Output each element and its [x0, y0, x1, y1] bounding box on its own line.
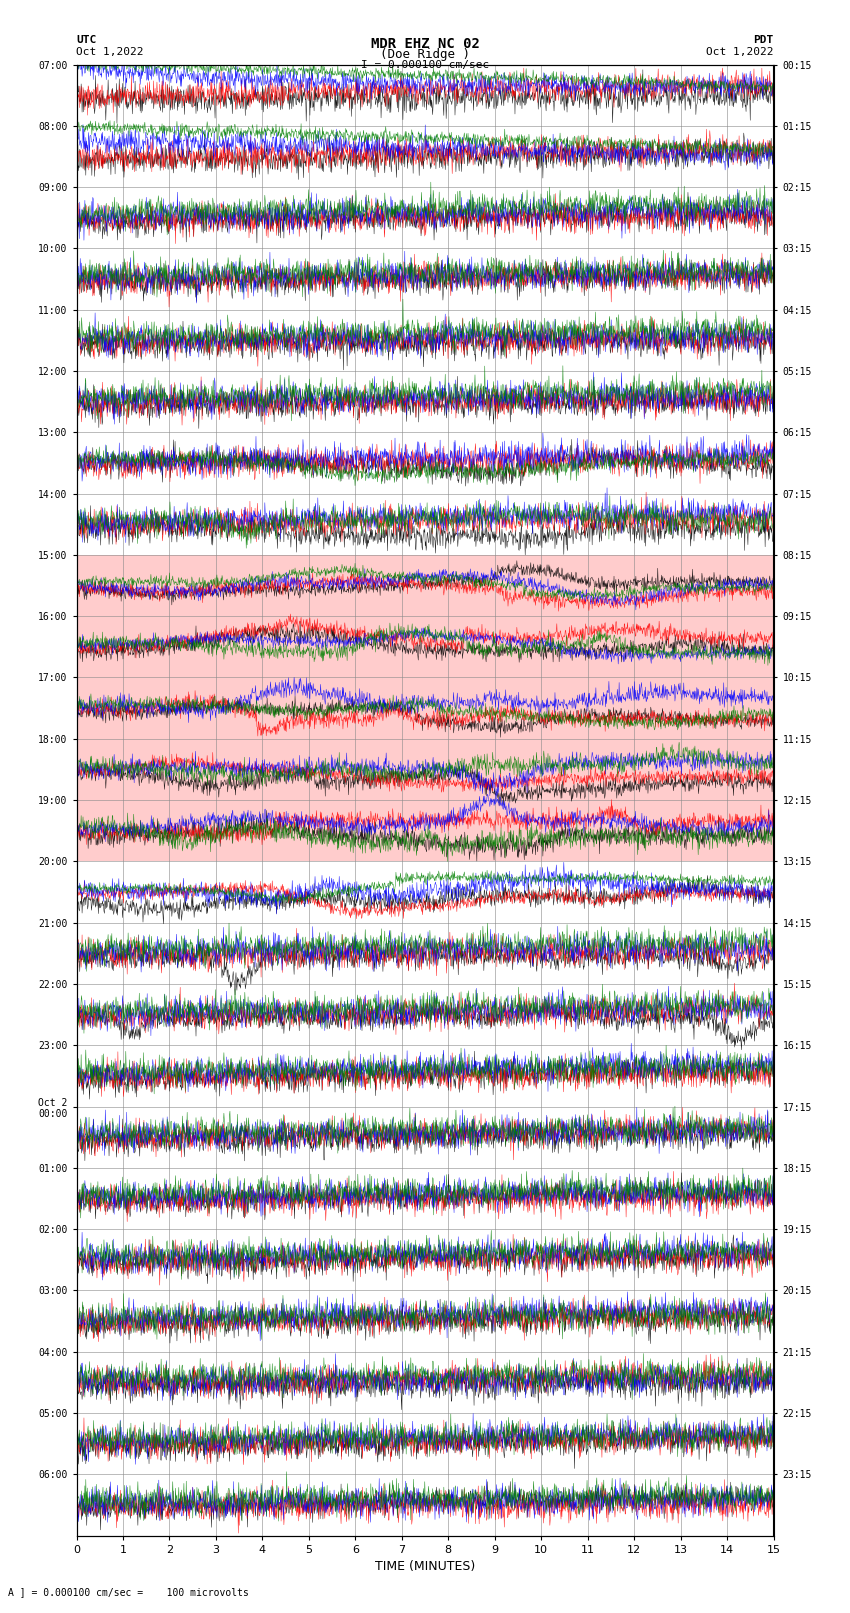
Text: MDR EHZ NC 02: MDR EHZ NC 02 [371, 37, 479, 52]
Text: (Doe Ridge ): (Doe Ridge ) [380, 48, 470, 61]
Bar [76, 616, 774, 677]
Text: I = 0.000100 cm/sec: I = 0.000100 cm/sec [361, 60, 489, 69]
Bar [76, 677, 774, 739]
Text: UTC: UTC [76, 35, 97, 45]
Bar [76, 555, 774, 616]
Text: PDT: PDT [753, 35, 774, 45]
Text: Oct 1,2022: Oct 1,2022 [76, 47, 144, 56]
Bar [76, 739, 774, 800]
X-axis label: TIME (MINUTES): TIME (MINUTES) [375, 1560, 475, 1573]
Bar [76, 800, 774, 861]
Text: Oct 1,2022: Oct 1,2022 [706, 47, 774, 56]
Text: A ] = 0.000100 cm/sec =    100 microvolts: A ] = 0.000100 cm/sec = 100 microvolts [8, 1587, 249, 1597]
